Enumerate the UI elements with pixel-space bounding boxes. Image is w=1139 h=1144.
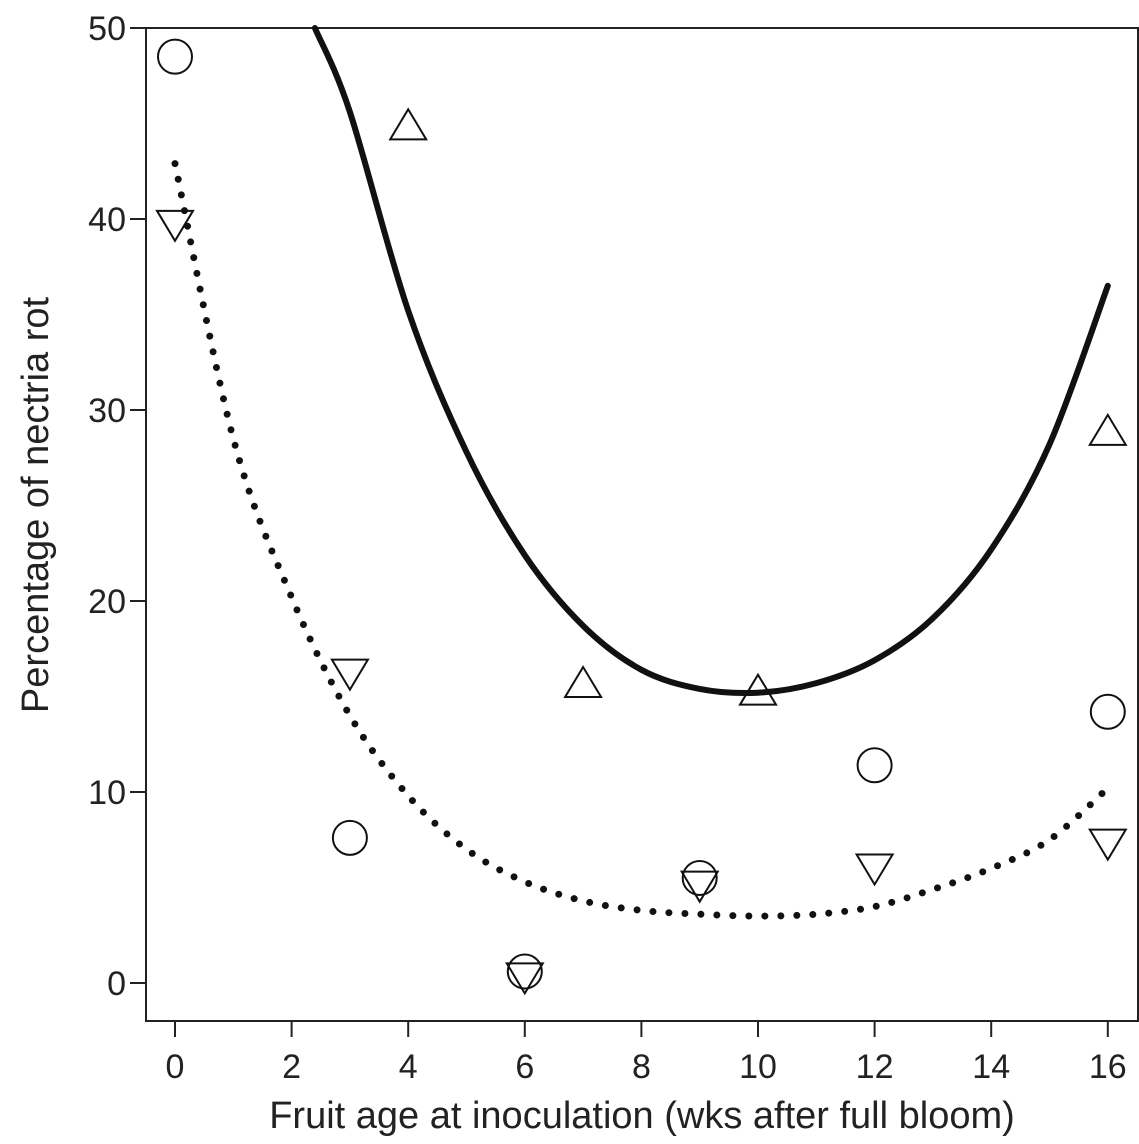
y-axis: 0 10 20 30 40 50 <box>88 10 146 1003</box>
triangle-down-point <box>854 853 895 887</box>
triangle-down-point <box>155 209 195 243</box>
y-tick-label: 30 <box>88 392 126 430</box>
x-axis: 0 2 4 6 8 10 12 14 16 <box>166 1021 1127 1086</box>
triangle-up-point <box>738 672 778 706</box>
y-axis-title: Percentage of nectria rot <box>15 297 57 714</box>
triangle-down-point <box>679 870 720 904</box>
circle-point <box>157 38 193 75</box>
circle-point <box>331 819 368 856</box>
triangle-down-point <box>330 658 370 692</box>
y-tick-label: 0 <box>107 965 126 1003</box>
circle-point <box>856 747 893 784</box>
triangle-down-point <box>1088 828 1128 862</box>
y-tick-label: 20 <box>88 583 126 621</box>
x-tick-label: 8 <box>632 1048 651 1086</box>
x-tick-label: 0 <box>166 1048 185 1086</box>
circle-point <box>681 859 718 896</box>
x-tick-label: 14 <box>972 1048 1010 1086</box>
y-tick-label: 10 <box>88 774 126 812</box>
y-tick-label: 40 <box>88 201 126 239</box>
x-tick-label: 10 <box>739 1048 777 1086</box>
triangle-down-point <box>505 962 545 996</box>
y-tick-label: 50 <box>88 10 126 48</box>
x-axis-title: Fruit age at inoculation (wks after full… <box>269 1095 1015 1137</box>
x-tick-label: 16 <box>1089 1048 1127 1086</box>
x-tick-label: 12 <box>856 1048 894 1086</box>
x-tick-label: 6 <box>515 1048 534 1086</box>
x-tick-label: 4 <box>399 1048 418 1086</box>
circle-point <box>506 953 543 990</box>
circle-point <box>1089 693 1126 730</box>
dotted-fit-curve <box>171 160 1112 920</box>
plot-frame <box>145 27 1139 1022</box>
triangle-up-point <box>563 665 603 699</box>
data-points <box>155 38 1128 996</box>
x-tick-label: 2 <box>282 1048 301 1086</box>
solid-fit-curve <box>311 25 1111 697</box>
triangle-up-point <box>1088 412 1128 446</box>
triangle-up-point <box>388 107 428 141</box>
fit-curves <box>171 25 1112 920</box>
